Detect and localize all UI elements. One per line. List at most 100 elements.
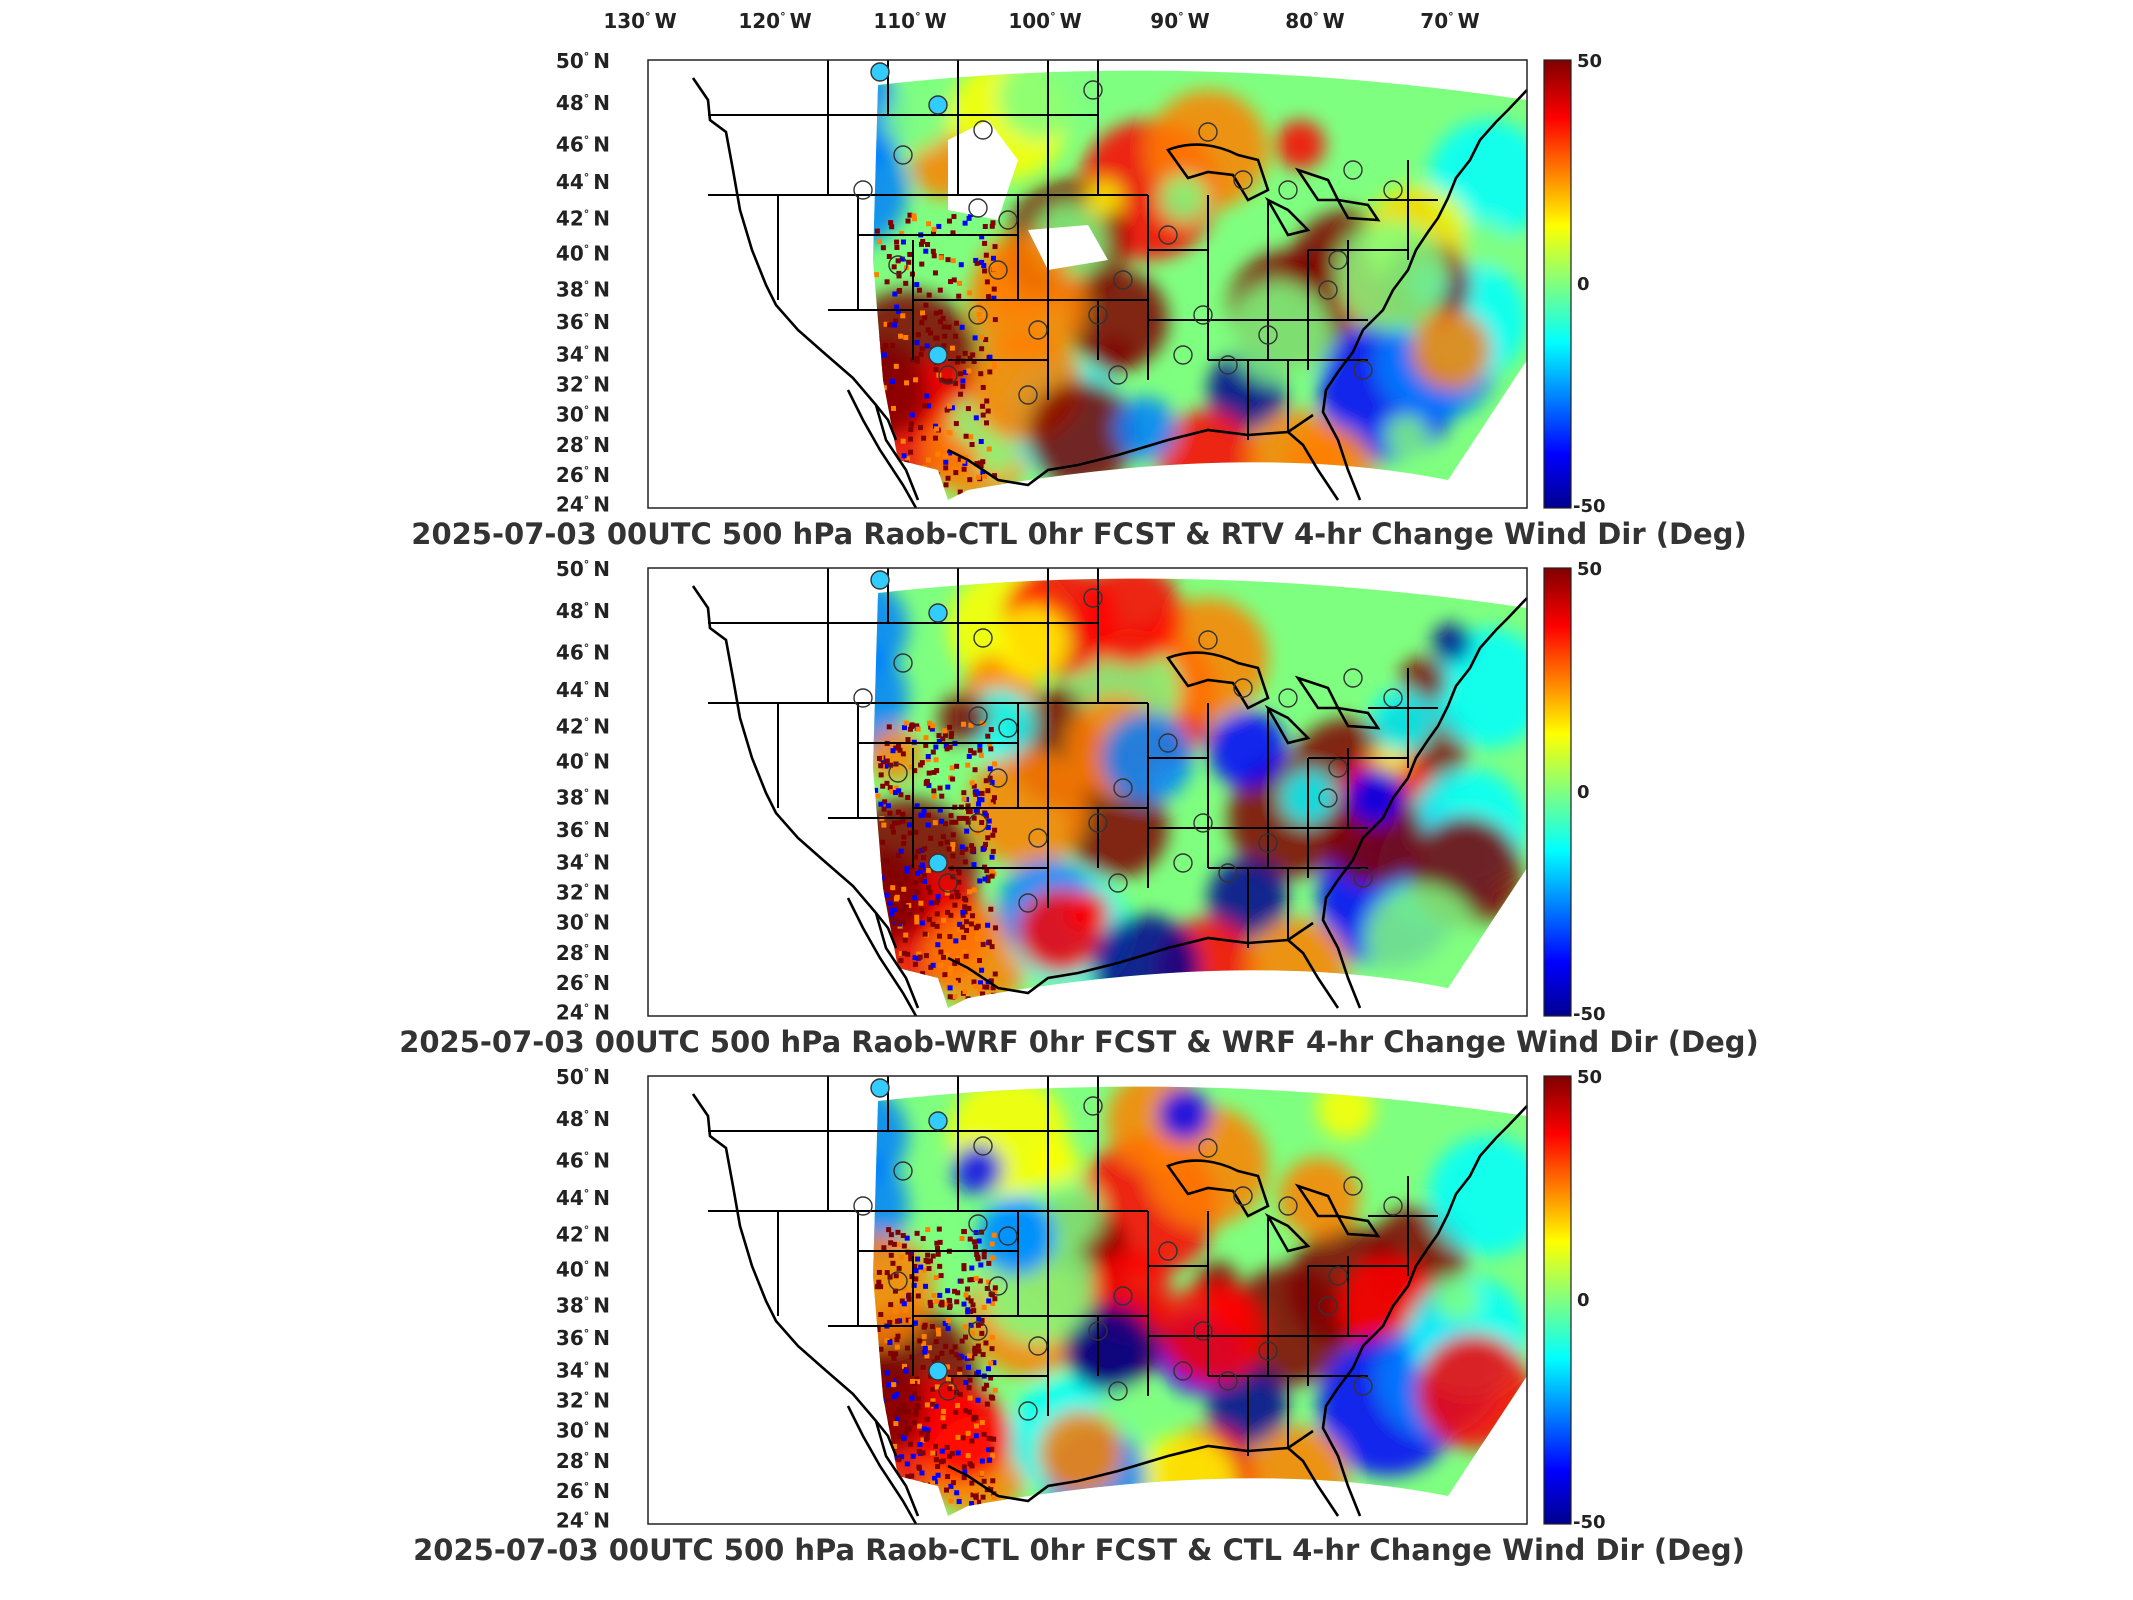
lat-tick-label: 28° N <box>556 1449 610 1473</box>
map-frame <box>647 567 1528 1017</box>
raob-station-marker <box>1193 305 1213 325</box>
raob-station-marker <box>888 255 908 275</box>
raob-stations <box>853 570 1403 913</box>
lat-tick-label: 28° N <box>556 433 610 457</box>
raob-station-marker <box>1278 180 1298 200</box>
raob-station-marker <box>1083 588 1103 608</box>
raob-station-marker <box>938 873 958 893</box>
lat-tick-label: 34° N <box>556 1358 610 1382</box>
lat-tick-label: 36° N <box>556 310 610 334</box>
lat-tick-label: 50° N <box>556 49 610 73</box>
colorbar-max-label: 50 <box>1577 51 1602 72</box>
raob-stations <box>853 62 1403 405</box>
raob-station-marker <box>968 813 988 833</box>
raob-station-marker <box>968 198 988 218</box>
lat-tick-label: 34° N <box>556 342 610 366</box>
raob-station-marker <box>1018 893 1038 913</box>
raob-station-marker <box>1328 250 1348 270</box>
raob-station-marker <box>1258 1341 1278 1361</box>
lat-tick-label: 46° N <box>556 1148 610 1172</box>
lat-tick-label: 30° N <box>556 1418 610 1442</box>
lat-tick-label: 26° N <box>556 463 610 487</box>
longitude-axis-labels: 130° W 120° W 110° W 100° W 90° W 80° W 70° W <box>603 9 1479 33</box>
raob-station-marker <box>928 1111 948 1131</box>
coastline <box>691 585 1528 1017</box>
raob-station-marker <box>1193 813 1213 833</box>
lat-tick-label: 34° N <box>556 850 610 874</box>
raob-station-marker <box>938 365 958 385</box>
panel-title: 2025-07-03 00UTC 500 hPa Raob-WRF 0hr FC… <box>399 1025 1759 1059</box>
raob-station-marker <box>973 628 993 648</box>
raob-station-marker <box>1258 833 1278 853</box>
lat-tick-label: 32° N <box>556 1388 610 1412</box>
raob-station-marker <box>968 1214 988 1234</box>
lon-tick-label: 90° W <box>1150 9 1209 33</box>
raob-station-marker <box>1088 813 1108 833</box>
lat-tick-label: 50° N <box>556 1065 610 1089</box>
great-lakes <box>1165 1159 1381 1253</box>
lat-tick-label: 32° N <box>556 372 610 396</box>
raob-station-marker <box>893 653 913 673</box>
raob-station-marker <box>988 768 1008 788</box>
colorbar: 50 0 -50 <box>1543 559 1606 1025</box>
raob-station-marker <box>1343 1176 1363 1196</box>
latitude-axis-labels: 50° N 48° N 46° N 44° N 42° N 40° N 38° N 36° N 34° N 32° N… <box>556 49 610 517</box>
raob-station-marker <box>1198 122 1218 142</box>
raob-station-marker <box>1343 668 1363 688</box>
panel-title: 2025-07-03 00UTC 500 hPa Raob-CTL 0hr FC… <box>411 517 1746 551</box>
raob-station-marker <box>853 1196 873 1216</box>
map-area <box>647 1075 1528 1525</box>
raob-station-marker <box>973 120 993 140</box>
colorbar-mid-label: 0 <box>1577 274 1590 295</box>
raob-station-marker <box>973 1136 993 1156</box>
state-boundaries <box>708 568 1438 948</box>
raob-station-marker <box>888 1271 908 1291</box>
map-area <box>647 567 1528 1017</box>
raob-station-marker <box>870 1078 890 1098</box>
raob-station-marker <box>998 210 1018 230</box>
lat-tick-label: 50° N <box>556 557 610 581</box>
raob-station-marker <box>1343 160 1363 180</box>
raob-station-marker <box>1233 678 1253 698</box>
lat-tick-label: 36° N <box>556 1326 610 1350</box>
raob-stations <box>853 1078 1403 1421</box>
raob-station-marker <box>1383 180 1403 200</box>
raob-station-marker <box>893 145 913 165</box>
raob-station-marker <box>928 853 948 873</box>
raob-station-marker <box>888 763 908 783</box>
raob-station-marker <box>1113 1286 1133 1306</box>
raob-station-marker <box>968 706 988 726</box>
raob-station-marker <box>1088 1321 1108 1341</box>
raob-station-marker <box>1318 788 1338 808</box>
raob-station-marker <box>1278 688 1298 708</box>
raob-station-marker <box>1233 170 1253 190</box>
lat-tick-label: 36° N <box>556 818 610 842</box>
colorbar-min-label: -50 <box>1573 1004 1606 1025</box>
lat-tick-label: 24° N <box>556 1509 610 1533</box>
raob-station-marker <box>853 688 873 708</box>
great-lakes <box>1165 143 1381 237</box>
raob-station-marker <box>968 305 988 325</box>
raob-station-marker <box>893 1161 913 1181</box>
lon-tick-label: 70° W <box>1420 9 1479 33</box>
colorbar-max-label: 50 <box>1577 1067 1602 1088</box>
raob-station-marker <box>1258 325 1278 345</box>
lat-tick-label: 44° N <box>556 1186 610 1210</box>
raob-station-marker <box>988 1276 1008 1296</box>
raob-station-marker <box>968 1321 988 1341</box>
raob-station-marker <box>1083 1096 1103 1116</box>
lon-tick-label: 130° W <box>603 9 676 33</box>
lat-tick-label: 24° N <box>556 1001 610 1025</box>
raob-station-marker <box>1173 1361 1193 1381</box>
colorbar-mid-label: 0 <box>1577 782 1590 803</box>
raob-station-marker <box>928 345 948 365</box>
raob-station-marker <box>1218 863 1238 883</box>
raob-station-marker <box>988 260 1008 280</box>
raob-station-marker <box>1083 80 1103 100</box>
raob-station-marker <box>938 1381 958 1401</box>
lat-tick-label: 44° N <box>556 170 610 194</box>
map-panel: 50° N 48° N 46° N 44° N 42° N 40° N 38° N 36° N 34° N 32° N… <box>411 49 1746 551</box>
map-area <box>647 59 1528 509</box>
lat-tick-label: 42° N <box>556 207 610 231</box>
raob-station-marker <box>1318 280 1338 300</box>
